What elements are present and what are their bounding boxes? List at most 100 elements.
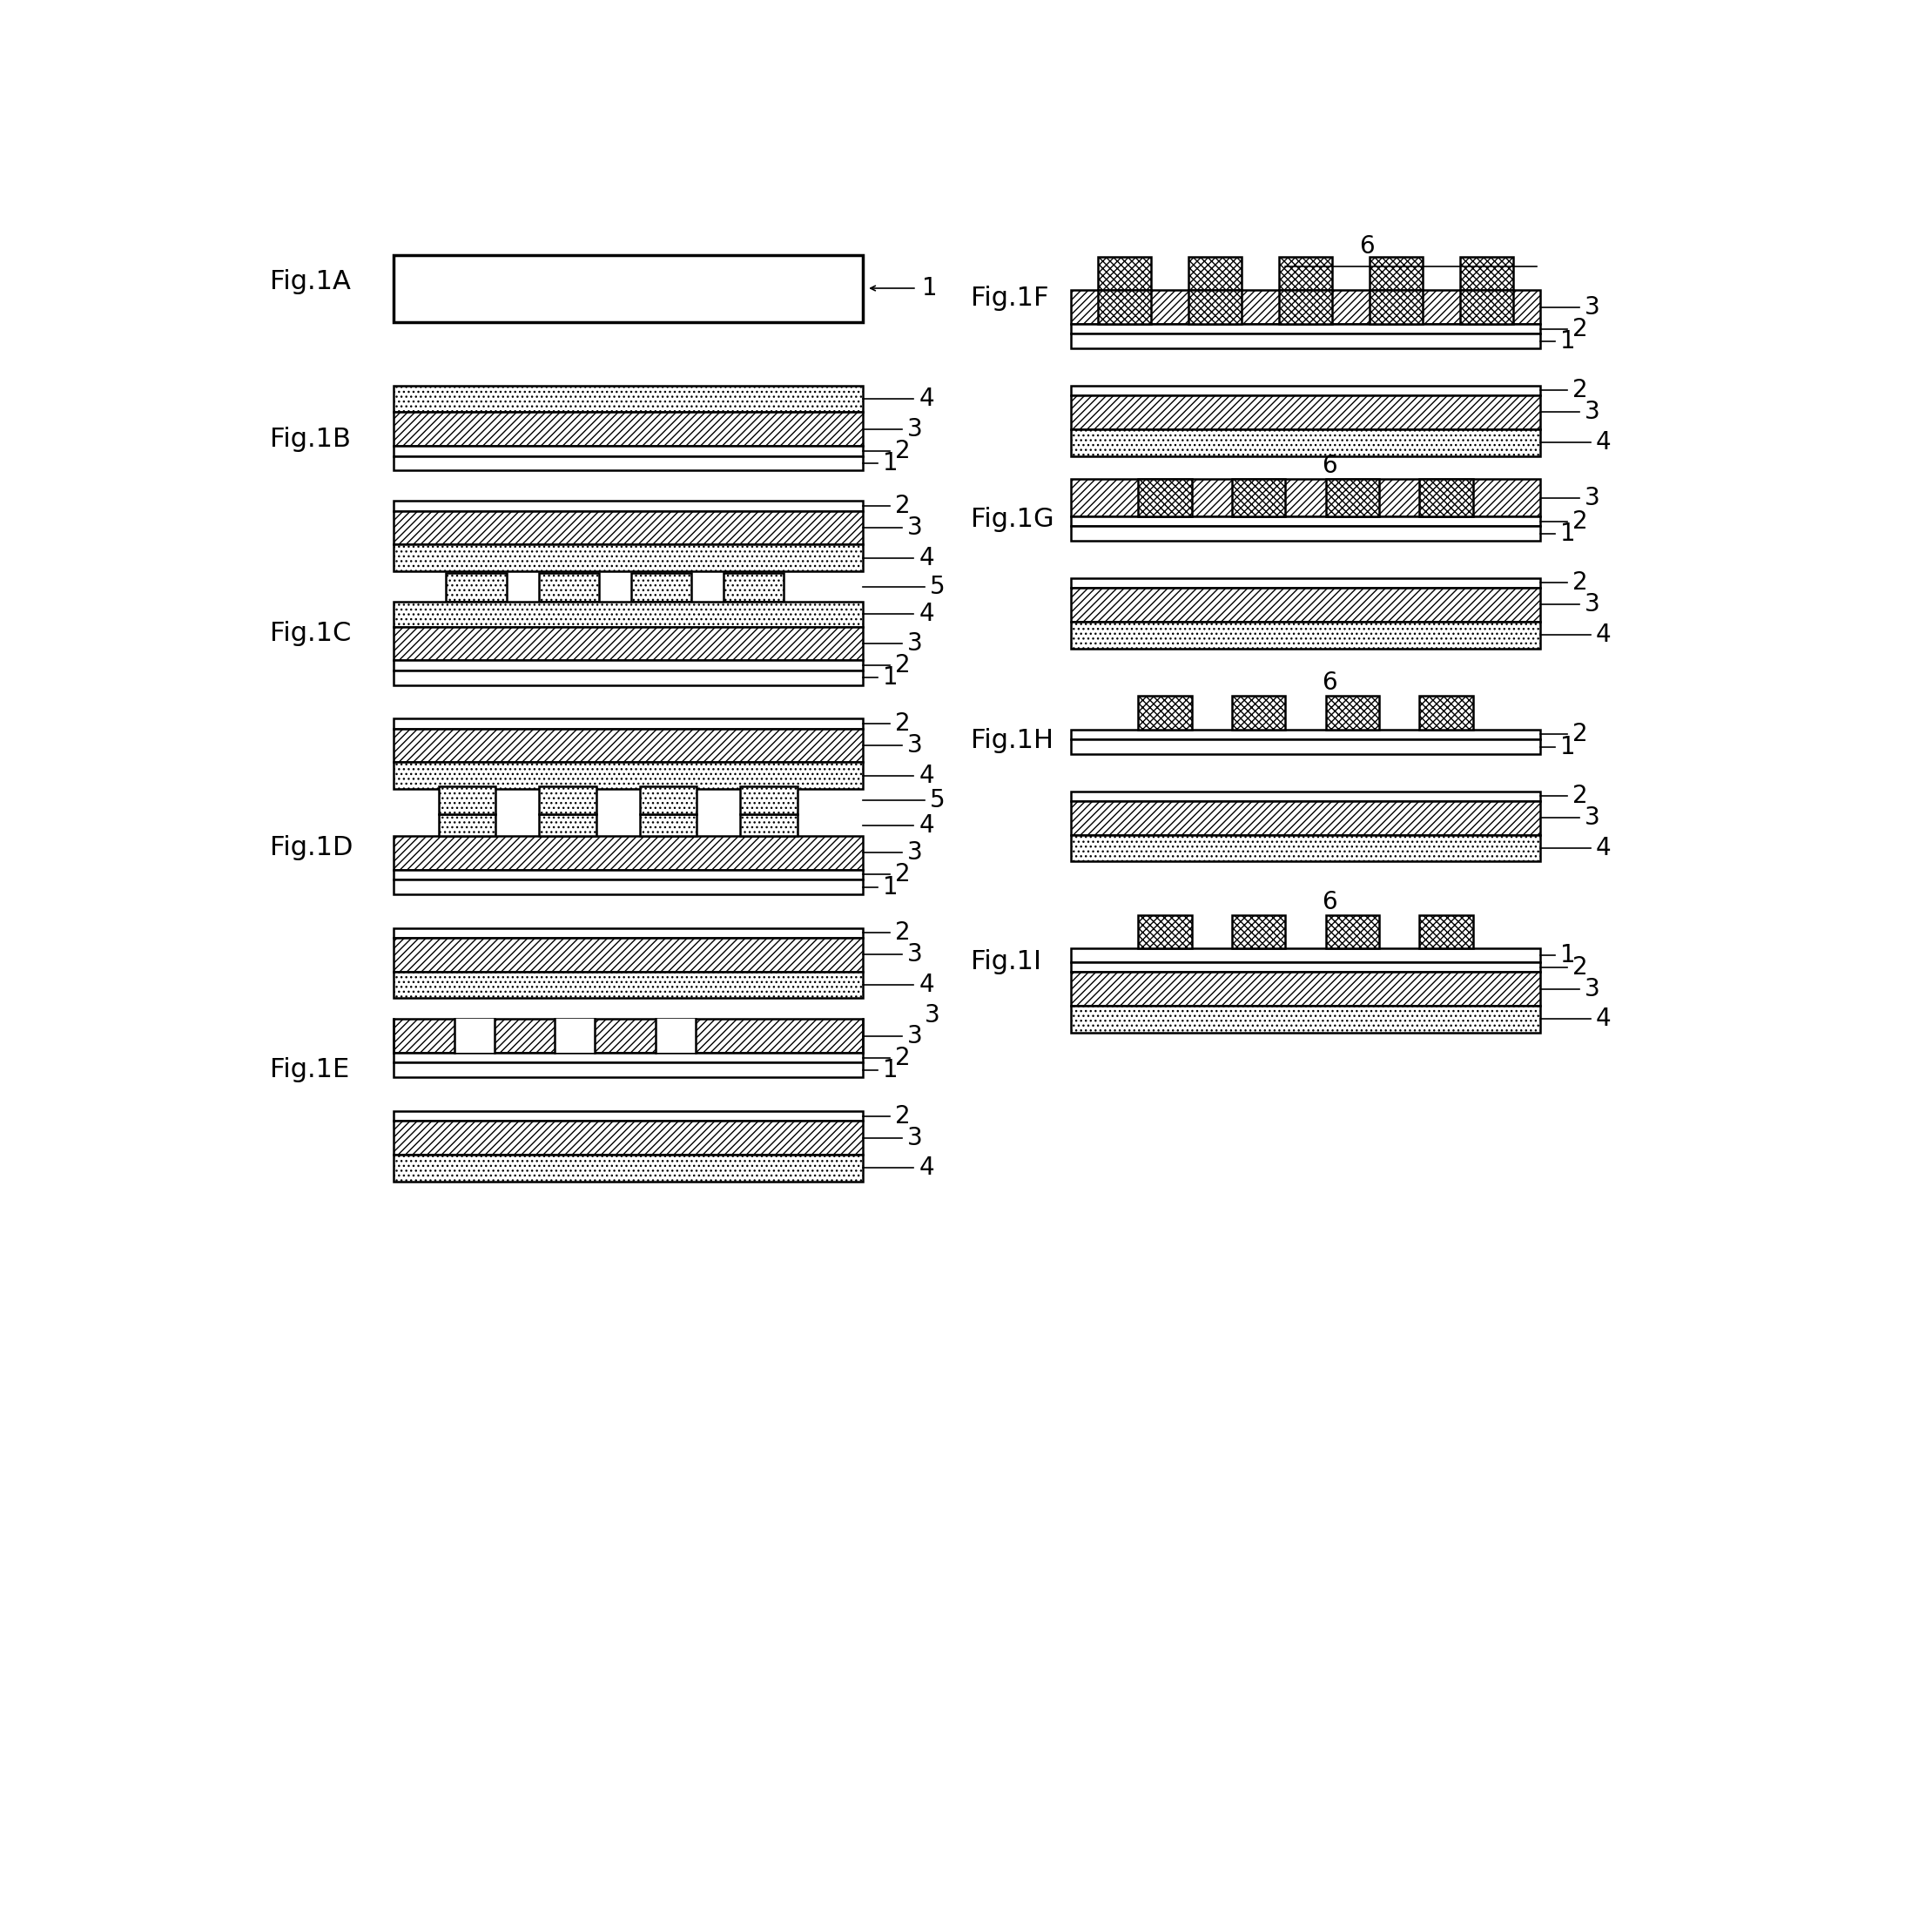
Text: 1: 1 xyxy=(1561,942,1577,967)
Bar xyxy=(1420,696,1474,730)
Bar xyxy=(454,1019,495,1052)
Text: 5: 5 xyxy=(929,574,945,599)
Text: 2: 2 xyxy=(1573,378,1588,403)
Text: 6: 6 xyxy=(1321,671,1337,694)
Bar xyxy=(1420,480,1474,516)
Bar xyxy=(1070,480,1540,516)
Text: 2: 2 xyxy=(895,921,910,944)
Bar xyxy=(1279,256,1333,291)
Bar xyxy=(1070,802,1540,834)
Bar xyxy=(439,815,497,836)
Text: 4: 4 xyxy=(920,387,933,410)
Text: 3: 3 xyxy=(908,840,923,865)
Bar xyxy=(394,1062,864,1077)
Text: 4: 4 xyxy=(920,601,933,626)
Text: 3: 3 xyxy=(908,1125,923,1150)
Text: 3: 3 xyxy=(1584,401,1600,424)
Bar xyxy=(1420,915,1474,948)
Bar xyxy=(394,671,864,686)
Text: 2: 2 xyxy=(1573,570,1588,595)
Bar xyxy=(394,763,864,788)
Text: 6: 6 xyxy=(1321,890,1337,913)
Text: Fig.1F: Fig.1F xyxy=(970,285,1049,310)
Bar xyxy=(1070,1006,1540,1033)
Text: 3: 3 xyxy=(908,1023,923,1048)
Bar xyxy=(394,836,864,869)
Text: 4: 4 xyxy=(1596,1008,1611,1031)
Bar xyxy=(632,572,692,601)
Bar xyxy=(394,501,864,511)
Text: 2: 2 xyxy=(1573,509,1588,534)
Bar xyxy=(1070,430,1540,457)
Bar xyxy=(1325,480,1379,516)
Bar xyxy=(1138,915,1192,948)
Bar xyxy=(1070,333,1540,349)
Text: 4: 4 xyxy=(920,973,933,996)
Text: Fig.1I: Fig.1I xyxy=(970,950,1041,975)
Bar xyxy=(394,971,864,998)
Text: 4: 4 xyxy=(920,813,933,838)
Text: 4: 4 xyxy=(920,545,933,570)
Bar xyxy=(1070,578,1540,588)
Bar xyxy=(539,786,597,815)
Bar xyxy=(1097,256,1151,291)
Text: 3: 3 xyxy=(1584,295,1600,320)
Text: 3: 3 xyxy=(1584,592,1600,617)
Bar xyxy=(394,661,864,671)
Bar xyxy=(1279,291,1333,324)
Text: Fig.1G: Fig.1G xyxy=(970,507,1053,532)
Text: 4: 4 xyxy=(920,763,933,788)
Text: 3: 3 xyxy=(908,734,923,757)
Bar xyxy=(394,879,864,894)
Bar xyxy=(1070,516,1540,526)
Text: 1: 1 xyxy=(883,1058,898,1083)
Text: 6: 6 xyxy=(1321,453,1337,478)
Bar xyxy=(394,728,864,763)
Text: 1: 1 xyxy=(922,276,937,301)
Text: Fig.1B: Fig.1B xyxy=(270,426,350,451)
Text: 4: 4 xyxy=(1596,430,1611,455)
Text: 4: 4 xyxy=(1596,622,1611,647)
Bar xyxy=(639,786,697,815)
Bar xyxy=(639,815,697,836)
Bar xyxy=(446,572,506,601)
Text: 1: 1 xyxy=(883,875,898,900)
Text: Fig.1D: Fig.1D xyxy=(270,836,354,861)
Text: 3: 3 xyxy=(1584,486,1600,511)
Bar xyxy=(1070,395,1540,430)
Text: 2: 2 xyxy=(895,653,910,678)
Bar xyxy=(539,815,597,836)
Text: 2: 2 xyxy=(1573,723,1588,746)
Text: 2: 2 xyxy=(1573,784,1588,807)
Bar xyxy=(1325,696,1379,730)
Text: 2: 2 xyxy=(895,711,910,736)
Text: 2: 2 xyxy=(895,439,910,462)
Bar xyxy=(394,457,864,470)
Bar xyxy=(1138,480,1192,516)
Bar xyxy=(394,1154,864,1181)
Bar xyxy=(1070,622,1540,647)
Bar xyxy=(1070,324,1540,333)
Text: 2: 2 xyxy=(895,1046,910,1069)
Bar xyxy=(1188,256,1242,291)
Bar xyxy=(539,572,599,601)
Text: 5: 5 xyxy=(929,788,945,813)
Bar xyxy=(394,938,864,971)
Bar xyxy=(724,572,784,601)
Text: 3: 3 xyxy=(908,632,923,655)
Text: 3: 3 xyxy=(925,1002,941,1027)
Bar xyxy=(554,1019,595,1052)
Bar xyxy=(1070,385,1540,395)
Bar xyxy=(1461,291,1513,324)
Bar xyxy=(394,1122,864,1154)
Bar xyxy=(394,412,864,445)
Text: 3: 3 xyxy=(908,515,923,540)
Bar xyxy=(1233,915,1285,948)
Bar xyxy=(1461,256,1513,291)
Text: 2: 2 xyxy=(1573,956,1588,979)
Text: 2: 2 xyxy=(1573,316,1588,341)
Bar xyxy=(1070,740,1540,753)
Bar xyxy=(394,1019,864,1052)
Bar xyxy=(1370,291,1422,324)
Text: 1: 1 xyxy=(883,665,898,690)
